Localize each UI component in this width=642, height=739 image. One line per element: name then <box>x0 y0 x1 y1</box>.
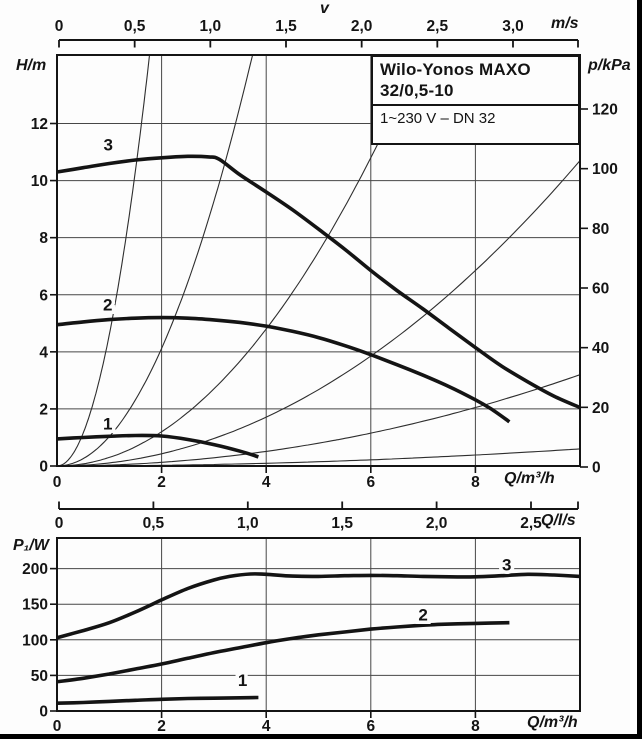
pump-curve-2 <box>56 315 511 424</box>
title-box: Wilo-Yonos MAXO 32/0,5-10 1~230 V – DN 3… <box>371 55 580 145</box>
flow-tick-label: 6 <box>366 718 375 735</box>
system-curve <box>56 54 151 467</box>
power-curve-1 <box>56 695 259 705</box>
head-tick-label: 12 <box>31 116 48 133</box>
power-tick-label: 150 <box>22 597 48 614</box>
flow-tick-label: 0 <box>53 474 62 491</box>
pressure-tick-label: 60 <box>592 281 609 298</box>
system-curve <box>56 54 420 467</box>
power-curve-label-1: 1 <box>238 671 247 690</box>
title-box-divider <box>373 104 578 106</box>
head-chart-border <box>56 54 581 467</box>
curve-label-2: 2 <box>103 295 112 314</box>
system-curve <box>56 160 581 467</box>
head-tick-label: 10 <box>31 173 48 190</box>
pressure-tick-label: 20 <box>592 400 609 417</box>
pump-curve-1 <box>56 433 259 459</box>
system-curve <box>56 54 254 467</box>
velocity-tick-label: 1,0 <box>200 18 222 35</box>
pressure-tick-label: 80 <box>592 221 609 238</box>
system-curve <box>57 374 581 467</box>
power-curve-2 <box>56 620 510 684</box>
velocity-tick-label: 2,0 <box>351 18 373 35</box>
velocity-tick-label: 0,5 <box>124 18 146 35</box>
pump-electrical-spec: 1~230 V – DN 32 <box>380 110 496 127</box>
flow-tick-label: 6 <box>366 474 375 491</box>
pressure-tick-label: 40 <box>592 340 609 357</box>
pressure-axis-label: p/kPa <box>588 57 631 74</box>
flow-tick-label: 4 <box>262 474 271 491</box>
flow-ls-tick-label: 2,0 <box>426 515 448 532</box>
power-curve-label-2: 2 <box>418 606 427 625</box>
power-curve-3 <box>56 572 581 640</box>
power-chart-border <box>56 537 581 712</box>
power-tick-label: 200 <box>22 561 48 578</box>
pump-curve-3 <box>56 154 581 410</box>
flow-tick-label: 2 <box>157 718 166 735</box>
power-tick-label: 50 <box>31 668 48 685</box>
flow-axis-label-bottom: Q/m³/h <box>527 714 578 731</box>
power-tick-label: 100 <box>22 632 48 649</box>
velocity-tick-label: 0 <box>55 18 64 35</box>
pump-model-size: 32/0,5-10 <box>380 81 454 100</box>
flow-ls-tick-label: 0 <box>55 515 64 532</box>
flow-ls-tick-label: 0,5 <box>143 515 165 532</box>
velocity-tick-label: 2,5 <box>427 18 449 35</box>
power-axis-label: P₁/W <box>13 537 49 554</box>
flow-ls-tick-label: 1,0 <box>237 515 259 532</box>
velocity-tick-label: 1,5 <box>275 18 297 35</box>
flow-tick-label: 0 <box>53 718 62 735</box>
flow-tick-label: 8 <box>471 718 480 735</box>
ms-unit-label: m/s <box>551 15 579 32</box>
pressure-tick-label: 100 <box>592 161 618 178</box>
figure-border-right <box>637 0 642 739</box>
pressure-tick-label: 0 <box>592 460 601 477</box>
figure-border-bottom <box>0 734 642 739</box>
head-tick-label: 4 <box>39 344 48 361</box>
curve-label-3: 3 <box>104 136 113 155</box>
flow-ls-axis-label: Q/l/s <box>541 512 576 529</box>
head-tick-label: 8 <box>39 230 48 247</box>
head-axis-label: H/m <box>16 57 47 74</box>
flow-tick-label: 8 <box>471 474 480 491</box>
flow-ls-tick-label: 2,5 <box>520 515 542 532</box>
velocity-axis-label: v <box>320 0 329 17</box>
head-tick-label: 0 <box>39 459 48 476</box>
power-curve-label-3: 3 <box>502 556 511 575</box>
flow-axis-label-top: Q/m³/h <box>504 470 555 487</box>
head-tick-label: 2 <box>39 401 48 418</box>
pressure-tick-label: 120 <box>592 102 618 119</box>
pump-series-name: Wilo-Yonos MAXO <box>380 60 531 79</box>
flow-ls-tick-label: 1,5 <box>331 515 353 532</box>
flow-tick-label: 4 <box>262 718 271 735</box>
velocity-tick-label: 3,0 <box>502 18 524 35</box>
power-tick-label: 0 <box>39 704 48 721</box>
head-tick-label: 6 <box>39 287 48 304</box>
flow-tick-label: 2 <box>157 474 166 491</box>
curve-label-1: 1 <box>103 414 112 433</box>
